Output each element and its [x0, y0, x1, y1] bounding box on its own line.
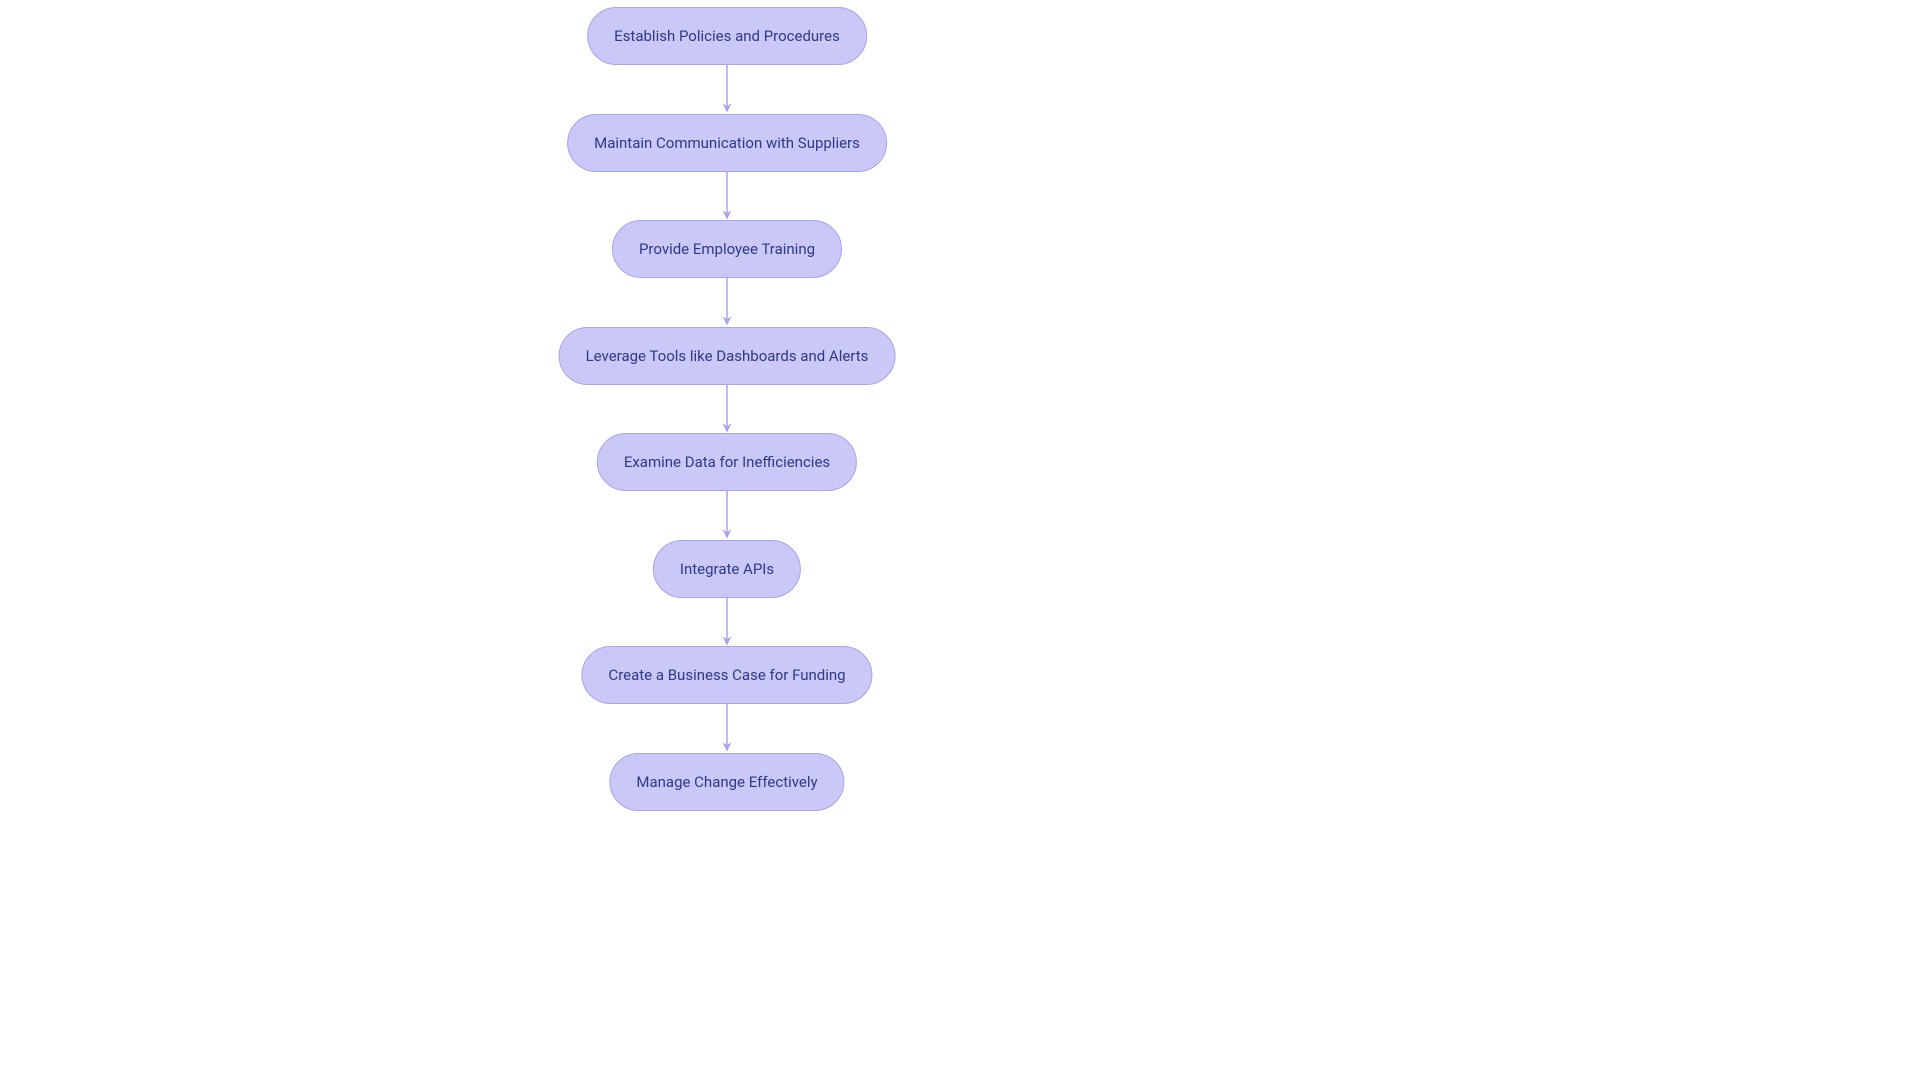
flowchart-node-label: Manage Change Effectively	[636, 773, 817, 791]
flowchart-edge	[717, 598, 737, 645]
flowchart-node-label: Examine Data for Inefficiencies	[624, 453, 830, 471]
flowchart-node: Create a Business Case for Funding	[581, 646, 872, 704]
flowchart-node: Establish Policies and Procedures	[587, 7, 867, 65]
flowchart-edge	[717, 704, 737, 751]
flowchart-node: Provide Employee Training	[612, 220, 842, 278]
flowchart-edge	[717, 491, 737, 538]
flowchart-node-label: Provide Employee Training	[639, 240, 815, 258]
flowchart-node-label: Establish Policies and Procedures	[614, 27, 840, 45]
flowchart-node: Examine Data for Inefficiencies	[597, 433, 857, 491]
flowchart-node-label: Create a Business Case for Funding	[608, 666, 845, 684]
flowchart-edge	[717, 385, 737, 432]
flowchart-node: Leverage Tools like Dashboards and Alert…	[559, 327, 896, 385]
flowchart-node-label: Integrate APIs	[680, 560, 774, 578]
flowchart-node: Integrate APIs	[653, 540, 801, 598]
flowchart-edge	[717, 172, 737, 219]
flowchart-edge	[717, 278, 737, 325]
flowchart-node: Maintain Communication with Suppliers	[567, 114, 887, 172]
flowchart-edge	[717, 65, 737, 112]
flowchart-node-label: Leverage Tools like Dashboards and Alert…	[586, 347, 869, 365]
flowchart-canvas: Establish Policies and Procedures Maintai…	[0, 0, 1920, 1080]
flowchart-node: Manage Change Effectively	[609, 753, 844, 811]
flowchart-node-label: Maintain Communication with Suppliers	[594, 134, 860, 152]
